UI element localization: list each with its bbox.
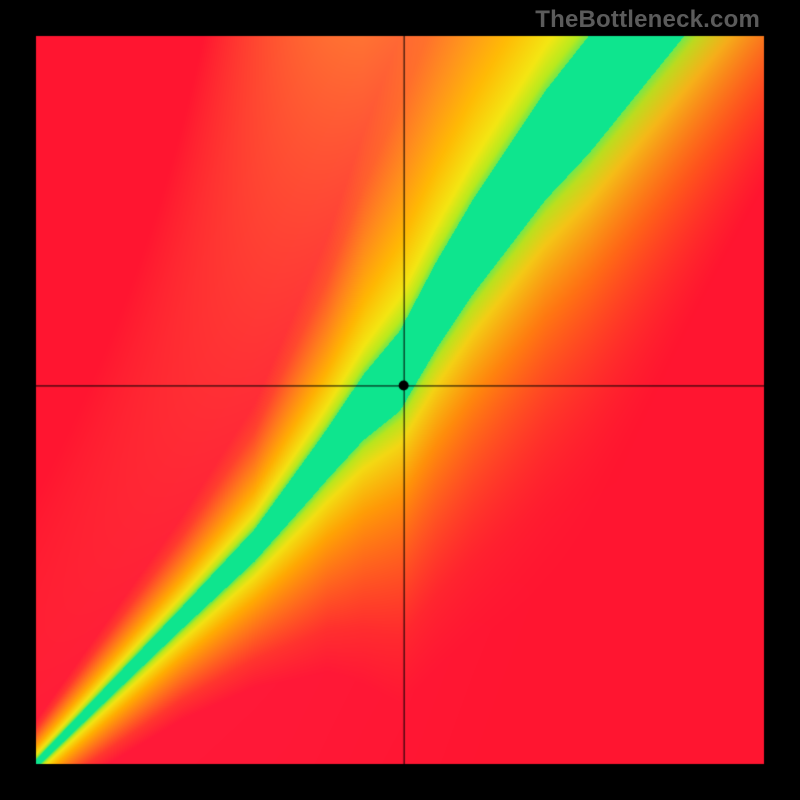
heatmap-canvas	[0, 0, 800, 800]
watermark-text: TheBottleneck.com	[535, 6, 760, 34]
chart-container: TheBottleneck.com	[0, 0, 800, 800]
